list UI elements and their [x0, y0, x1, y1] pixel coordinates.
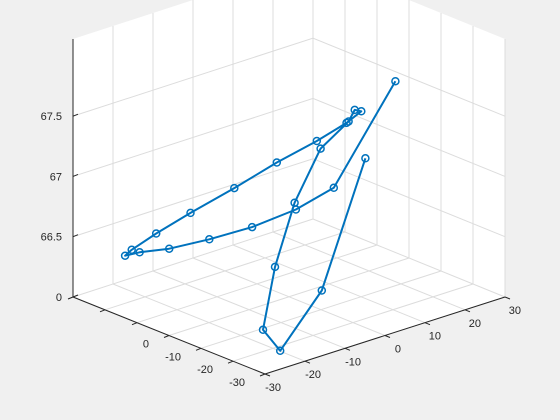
data-point [329, 183, 339, 193]
grid-line [312, 218, 506, 298]
series-line [124, 80, 397, 352]
data-point [312, 136, 322, 146]
data-point [357, 107, 366, 116]
data-point [317, 286, 327, 295]
y-tick-label: 30 [509, 305, 521, 317]
x-tick-mark [99, 309, 106, 313]
axes-ticks: 0 66.5 67 67.5 -30 -20 -10 0 -30 -20 -10 0 10 20 30 [41, 111, 521, 394]
data-point [186, 208, 195, 218]
data-point [391, 76, 400, 86]
x-tick-mark [195, 347, 202, 351]
z-tick-label: 67 [50, 171, 62, 183]
z-tick-label: 67.5 [41, 111, 62, 123]
y-tick-mark [504, 296, 511, 300]
x-tick-mark [163, 335, 170, 338]
data-point [270, 262, 280, 272]
data-point [205, 235, 214, 244]
data-point [127, 245, 136, 255]
data-point [272, 158, 282, 167]
z-tick-mark [72, 173, 79, 177]
y-tick-mark [464, 309, 471, 313]
y-tick-mark [384, 335, 391, 338]
y-tick-mark [344, 347, 351, 351]
data-point [342, 118, 351, 128]
x-tick-label: 0 [143, 339, 149, 351]
z-tick-label: 0 [56, 292, 62, 304]
data-point [164, 244, 174, 253]
data-point [120, 251, 130, 260]
data-point [291, 205, 301, 214]
y-tick-mark [264, 373, 271, 377]
data-point [361, 154, 370, 163]
y-tick-label: -30 [265, 382, 281, 394]
data-series [120, 76, 400, 356]
x-tick-mark [131, 322, 138, 326]
x-tick-label: -10 [165, 351, 181, 363]
x-tick-mark [67, 296, 74, 300]
data-point [275, 346, 285, 356]
grid-line [72, 158, 506, 238]
y-tick-label: 10 [429, 331, 441, 343]
y-tick-label: 20 [469, 318, 481, 330]
y-tick-label: -10 [345, 356, 361, 368]
grid-line [72, 37, 506, 117]
data-point [135, 248, 144, 257]
x-tick-label: -30 [229, 377, 245, 389]
data-point [247, 222, 257, 232]
z-tick-mark [72, 294, 79, 298]
data-point [258, 325, 268, 335]
z-tick-mark [72, 234, 79, 238]
y-tick-label: 0 [395, 344, 401, 356]
data-point [230, 183, 239, 193]
z-tick-label: 66.5 [41, 232, 62, 244]
data-point [151, 229, 161, 238]
grid-line [72, 97, 506, 177]
grid-line [272, 231, 466, 311]
z-tick-mark [72, 113, 79, 117]
x-tick-mark [259, 373, 266, 377]
x-tick-label: -20 [197, 364, 213, 376]
y-tick-label: -20 [305, 369, 321, 381]
data-point [316, 144, 325, 153]
x-tick-mark [227, 360, 234, 364]
y-tick-mark [304, 360, 311, 364]
y-tick-mark [424, 322, 431, 326]
